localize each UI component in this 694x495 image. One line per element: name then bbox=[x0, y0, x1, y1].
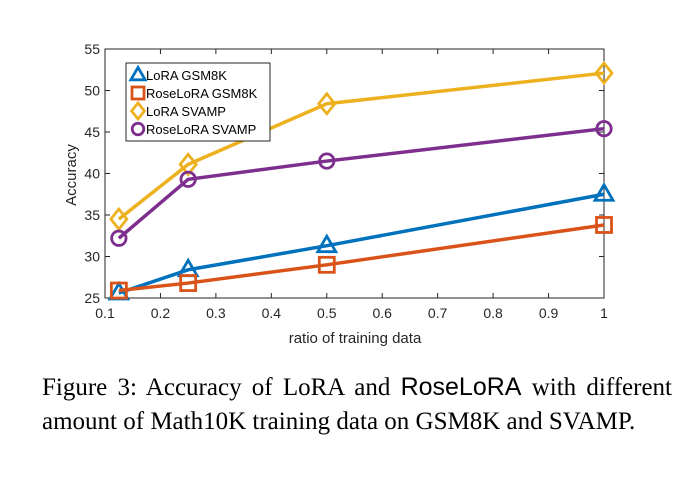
data-point-circle bbox=[318, 152, 336, 170]
legend-item: RoseLoRA GSM8K bbox=[130, 85, 258, 101]
y-axis-label: Accuracy bbox=[63, 144, 80, 206]
legend-marker-triangle bbox=[128, 64, 148, 82]
data-point-diamond bbox=[594, 60, 614, 86]
legend-item: LoRA GSM8K bbox=[128, 64, 227, 83]
x-tick-label: 0.2 bbox=[151, 305, 171, 321]
y-tick-label: 50 bbox=[84, 83, 100, 99]
legend-label: RoseLoRA GSM8K bbox=[146, 86, 258, 101]
y-tick-label: 40 bbox=[84, 166, 100, 182]
x-tick-label: 0.6 bbox=[372, 305, 392, 321]
y-tick-label: 35 bbox=[84, 207, 100, 223]
x-tick-label: 0.7 bbox=[428, 305, 448, 321]
series-line bbox=[118, 192, 605, 295]
legend-box bbox=[125, 62, 271, 142]
legend-item: LoRA SVAMP bbox=[129, 100, 226, 122]
legend-label: LoRA SVAMP bbox=[146, 104, 226, 119]
x-tick-label: 0.5 bbox=[317, 305, 337, 321]
axes: 0.1 0.2 0.3 0.4 0.5 0.6 0.7 0.8 0.9 1 25 30 35 40 45 50… bbox=[84, 41, 608, 321]
legend-marker-diamond bbox=[129, 100, 147, 122]
series-roselora-gsm8k bbox=[109, 216, 613, 300]
x-tick-label: 0.1 bbox=[95, 305, 115, 321]
data-point-triangle bbox=[315, 233, 339, 254]
legend-item: RoseLoRA SVAMP bbox=[130, 121, 256, 137]
y-tick-label: 25 bbox=[84, 290, 100, 306]
figure-caption: Figure 3: Accuracy of LoRA and RoseLoRA … bbox=[42, 370, 672, 439]
legend-label: RoseLoRA SVAMP bbox=[146, 122, 256, 137]
caption-text-end: with different amount of Math10K trainin… bbox=[42, 374, 672, 435]
x-tick-label: 0.8 bbox=[483, 305, 503, 321]
series-line bbox=[118, 223, 605, 293]
series-group bbox=[107, 60, 616, 301]
legend-marker-circle bbox=[130, 121, 146, 137]
y-tick-label: 55 bbox=[84, 41, 100, 57]
x-tick-label: 0.4 bbox=[262, 305, 282, 321]
data-point-square bbox=[179, 274, 198, 292]
data-point-circle bbox=[110, 229, 128, 247]
data-point-square bbox=[317, 255, 336, 274]
legend: LoRA GSM8K RoseLoRA GSM8K LoRA SVAMP RoseLo… bbox=[125, 62, 271, 142]
legend-label: LoRA GSM8K bbox=[146, 68, 227, 83]
caption-text-start: Figure 3: Accuracy of LoRA and bbox=[42, 374, 401, 401]
data-point-circle bbox=[179, 170, 197, 188]
x-tick-label: 0.9 bbox=[539, 305, 559, 321]
caption-method-name: RoseLoRA bbox=[400, 373, 522, 401]
data-point-square bbox=[595, 216, 613, 234]
accuracy-line-chart: 0.1 0.2 0.3 0.4 0.5 0.6 0.7 0.8 0.9 1 25 30 35 40 45 50… bbox=[63, 41, 616, 347]
data-point-circle bbox=[595, 120, 613, 138]
series-roselora-svamp bbox=[110, 120, 613, 247]
data-point-triangle bbox=[592, 181, 616, 202]
legend-marker-square bbox=[130, 85, 146, 101]
data-point-square bbox=[109, 281, 128, 300]
data-point-diamond bbox=[316, 91, 337, 117]
y-tick-label: 45 bbox=[84, 124, 100, 140]
y-tick-label: 30 bbox=[84, 249, 100, 265]
data-point-diamond bbox=[109, 206, 129, 232]
series-line bbox=[117, 126, 605, 240]
x-tick-label: 1 bbox=[600, 305, 608, 321]
x-axis-label: ratio of training data bbox=[289, 330, 422, 347]
x-tick-label: 0.3 bbox=[206, 305, 226, 321]
data-point-diamond bbox=[178, 152, 198, 177]
